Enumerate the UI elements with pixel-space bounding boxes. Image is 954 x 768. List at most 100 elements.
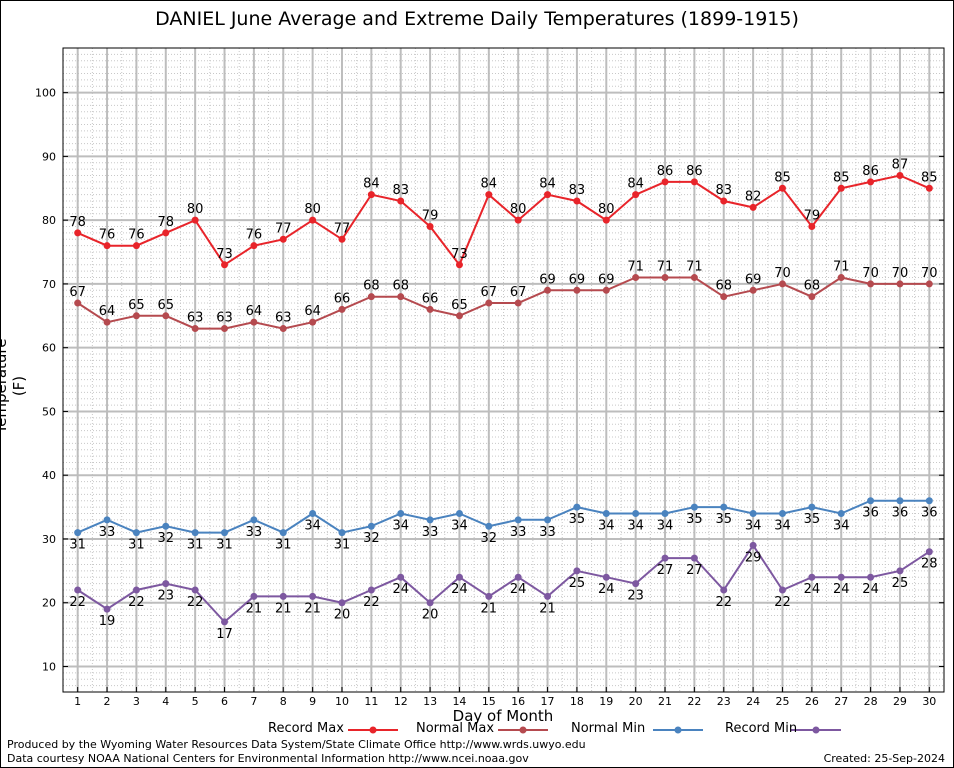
data-label-normal-max: 70 <box>921 266 938 281</box>
data-point-normal-max <box>573 286 581 294</box>
data-label-normal-max: 65 <box>451 298 468 313</box>
data-label-normal-min: 33 <box>510 525 527 540</box>
legend-label-normal-max: Normal Max <box>416 721 495 736</box>
data-point-record-min <box>632 580 640 588</box>
data-point-record-min <box>925 548 933 556</box>
data-label-record-max: 83 <box>392 183 409 198</box>
data-label-normal-max: 63 <box>216 311 233 326</box>
data-point-record-min <box>896 567 904 575</box>
data-label-normal-max: 68 <box>715 279 732 294</box>
series-line-record-max <box>77 174 930 267</box>
data-point-record-min <box>367 586 375 594</box>
data-label-record-min: 24 <box>833 582 850 597</box>
series-line-normal-min <box>77 499 930 534</box>
data-point-normal-min <box>191 529 199 537</box>
data-point-normal-min <box>867 497 875 505</box>
data-label-record-max: 80 <box>510 202 527 217</box>
data-point-normal-min <box>367 522 375 530</box>
data-label-normal-max: 69 <box>569 272 586 287</box>
data-label-record-min: 22 <box>187 595 204 610</box>
data-label-normal-max: 71 <box>657 260 674 275</box>
data-label-record-max: 76 <box>99 228 116 243</box>
data-label-normal-max: 67 <box>69 285 86 300</box>
data-label-record-min: 23 <box>158 589 175 604</box>
data-label-record-min: 27 <box>686 563 703 578</box>
x-tick-label: 18 <box>570 695 584 708</box>
data-point-normal-min <box>514 516 522 524</box>
data-label-normal-min: 34 <box>745 518 762 533</box>
x-tick-label: 13 <box>423 695 437 708</box>
data-point-record-max <box>397 197 405 205</box>
data-point-normal-min <box>162 522 170 530</box>
data-point-record-max <box>221 261 229 269</box>
data-point-normal-min <box>103 516 111 524</box>
legend-marker-normal-min <box>674 726 682 734</box>
x-tick-label: 10 <box>335 695 349 708</box>
data-label-normal-max: 71 <box>627 260 644 275</box>
y-tick-label: 10 <box>42 660 56 673</box>
data-label-normal-max: 67 <box>481 285 498 300</box>
data-label-normal-min: 34 <box>392 518 409 533</box>
data-point-normal-max <box>925 280 933 288</box>
data-point-normal-min <box>896 497 904 505</box>
data-label-normal-min: 34 <box>627 518 644 533</box>
data-label-record-min: 17 <box>216 627 233 642</box>
data-point-record-max <box>749 203 757 211</box>
data-point-record-max <box>367 191 375 199</box>
data-label-record-min: 24 <box>804 582 821 597</box>
x-tick-label: 12 <box>394 695 408 708</box>
data-point-record-min <box>544 592 552 600</box>
data-point-normal-min <box>602 509 610 517</box>
credit-line-2: Data courtesy NOAA National Centers for … <box>7 752 529 765</box>
data-label-record-min: 21 <box>304 601 321 616</box>
data-point-record-min <box>191 586 199 594</box>
data-point-normal-min <box>808 503 816 511</box>
data-point-normal-max <box>808 293 816 301</box>
data-label-record-max: 86 <box>657 164 674 179</box>
data-label-normal-max: 66 <box>334 291 351 306</box>
x-tick-label: 5 <box>192 695 199 708</box>
data-point-record-max <box>544 191 552 199</box>
data-point-normal-min <box>778 509 786 517</box>
data-label-record-min: 28 <box>921 557 938 572</box>
data-point-record-min <box>132 586 140 594</box>
data-point-record-max <box>74 229 82 237</box>
data-point-normal-max <box>602 286 610 294</box>
x-tick-label: 2 <box>104 695 111 708</box>
data-point-normal-max <box>132 312 140 320</box>
data-label-normal-max: 68 <box>804 279 821 294</box>
x-tick-label: 16 <box>511 695 525 708</box>
data-point-record-max <box>191 216 199 224</box>
data-point-normal-max <box>191 325 199 333</box>
data-point-record-max <box>426 223 434 231</box>
data-point-record-max <box>632 191 640 199</box>
x-tick-label: 28 <box>864 695 878 708</box>
data-label-record-min: 25 <box>892 576 909 591</box>
data-point-record-min <box>221 618 229 626</box>
data-label-record-min: 20 <box>334 608 351 623</box>
data-label-record-min: 22 <box>69 595 86 610</box>
x-tick-label: 3 <box>133 695 140 708</box>
data-label-record-min: 22 <box>774 595 791 610</box>
data-label-record-min: 25 <box>569 576 586 591</box>
x-axis-label: Day of Month <box>452 707 554 725</box>
data-point-normal-min <box>690 503 698 511</box>
x-tick-label: 19 <box>599 695 613 708</box>
data-label-record-min: 24 <box>392 582 409 597</box>
data-point-normal-max <box>279 325 287 333</box>
data-point-record-min <box>250 592 258 600</box>
data-label-record-max: 76 <box>128 228 145 243</box>
data-label-normal-min: 31 <box>128 538 145 553</box>
x-tick-label: 26 <box>805 695 819 708</box>
data-label-normal-max: 68 <box>392 279 409 294</box>
data-point-record-min <box>690 554 698 562</box>
data-point-record-max <box>837 184 845 192</box>
data-point-record-min <box>338 599 346 607</box>
data-label-record-max: 80 <box>598 202 615 217</box>
data-label-record-min: 23 <box>627 589 644 604</box>
created-date: Created: 25-Sep-2024 <box>823 752 945 765</box>
data-point-normal-max <box>896 280 904 288</box>
y-tick-label: 80 <box>42 214 56 227</box>
x-tick-label: 6 <box>221 695 228 708</box>
